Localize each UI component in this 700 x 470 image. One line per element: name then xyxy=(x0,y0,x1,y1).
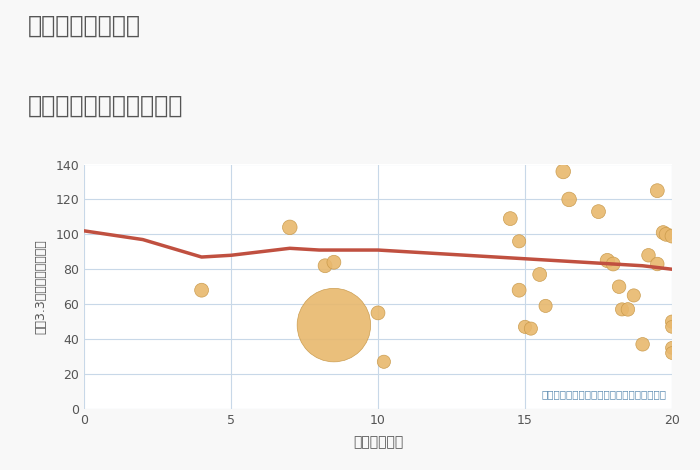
Point xyxy=(593,208,604,215)
Point xyxy=(666,323,678,330)
Point xyxy=(637,341,648,348)
X-axis label: 駅距離（分）: 駅距離（分） xyxy=(353,435,403,449)
Point xyxy=(666,232,678,240)
Point xyxy=(558,168,569,175)
Point xyxy=(540,302,551,310)
Point xyxy=(657,229,668,236)
Point xyxy=(196,286,207,294)
Point xyxy=(319,262,330,269)
Point xyxy=(666,318,678,325)
Point xyxy=(628,292,639,299)
Point xyxy=(643,251,654,259)
Point xyxy=(652,260,663,268)
Y-axis label: 坪（3.3㎡）単価（万円）: 坪（3.3㎡）単価（万円） xyxy=(34,239,47,334)
Point xyxy=(328,321,339,329)
Point xyxy=(378,358,389,366)
Point xyxy=(372,309,384,317)
Point xyxy=(652,187,663,195)
Point xyxy=(666,349,678,357)
Point xyxy=(613,283,624,290)
Text: 千葉県柏市緑台の: 千葉県柏市緑台の xyxy=(28,14,141,38)
Point xyxy=(514,286,525,294)
Point xyxy=(602,257,613,264)
Text: 駅距離別中古戸建て価格: 駅距離別中古戸建て価格 xyxy=(28,94,183,118)
Text: 円の大きさは、取引のあった物件面積を示す: 円の大きさは、取引のあった物件面積を示す xyxy=(541,389,666,399)
Point xyxy=(519,323,531,330)
Point xyxy=(514,237,525,245)
Point xyxy=(284,224,295,231)
Point xyxy=(328,258,339,266)
Point xyxy=(534,271,545,278)
Point xyxy=(617,306,628,313)
Point xyxy=(525,325,536,332)
Point xyxy=(608,260,619,268)
Point xyxy=(505,215,516,222)
Point xyxy=(666,344,678,352)
Point xyxy=(564,196,575,203)
Point xyxy=(661,231,672,238)
Point xyxy=(622,306,634,313)
